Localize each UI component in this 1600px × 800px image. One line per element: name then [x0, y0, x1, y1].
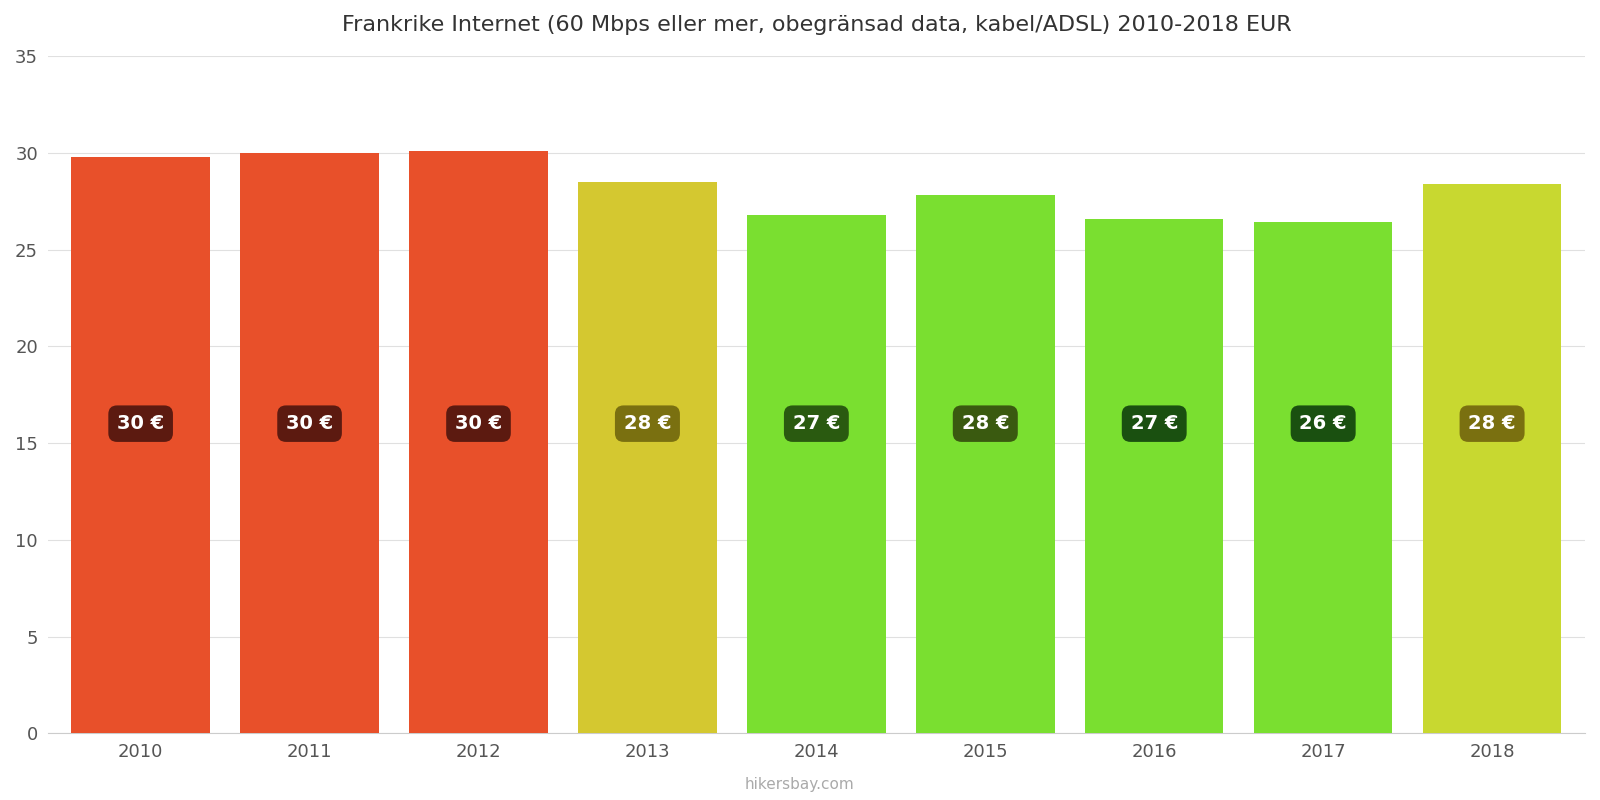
- Bar: [578, 182, 717, 734]
- Title: Frankrike Internet (60 Mbps eller mer, obegränsad data, kabel/ADSL) 2010-2018 EU: Frankrike Internet (60 Mbps eller mer, o…: [341, 15, 1291, 35]
- Text: 28 €: 28 €: [624, 414, 670, 433]
- Text: 27 €: 27 €: [1131, 414, 1178, 433]
- Text: 28 €: 28 €: [1469, 414, 1515, 433]
- Text: 30 €: 30 €: [286, 414, 333, 433]
- Text: 28 €: 28 €: [962, 414, 1010, 433]
- Bar: [1085, 218, 1224, 734]
- Text: 26 €: 26 €: [1299, 414, 1347, 433]
- Text: 30 €: 30 €: [454, 414, 502, 433]
- Bar: [1422, 184, 1562, 734]
- Bar: [240, 153, 379, 734]
- Text: 27 €: 27 €: [792, 414, 840, 433]
- Bar: [72, 157, 210, 734]
- Text: 30 €: 30 €: [117, 414, 165, 433]
- Bar: [917, 195, 1054, 734]
- Text: hikersbay.com: hikersbay.com: [746, 777, 854, 792]
- Bar: [410, 151, 547, 734]
- Bar: [747, 214, 886, 734]
- Bar: [1254, 222, 1392, 734]
